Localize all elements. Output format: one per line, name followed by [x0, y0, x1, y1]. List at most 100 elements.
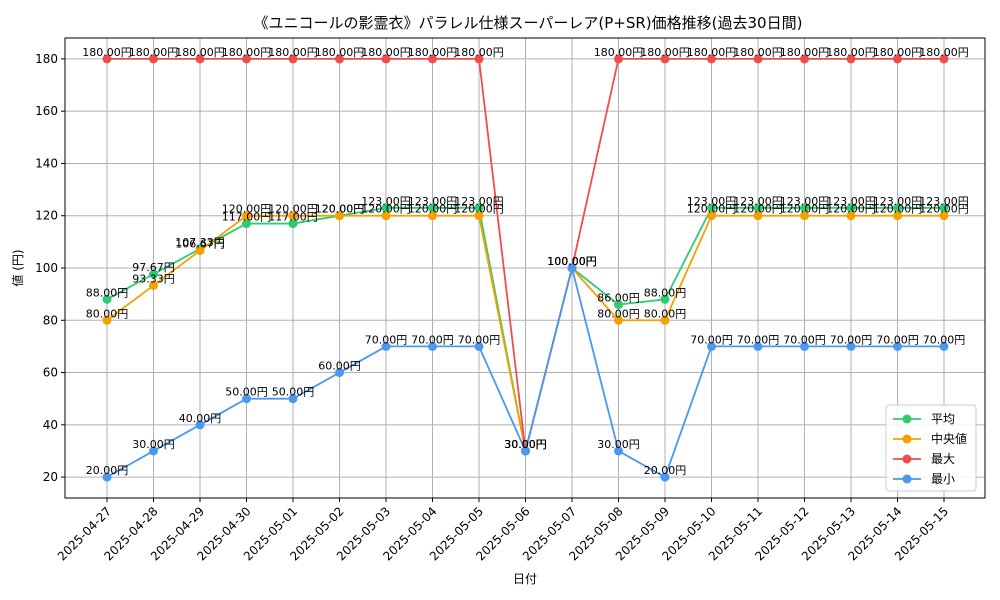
data-label: 180.00円 — [268, 46, 318, 59]
chart-title: 《ユニコールの影霊衣》パラレル仕様スーパーレア(P+SR)価格推移(過去30日間… — [254, 14, 803, 32]
legend-label: 中央値 — [931, 431, 967, 446]
data-label: 30.00円 — [504, 438, 547, 451]
data-point — [893, 203, 902, 213]
data-label: 20.00円 — [86, 464, 129, 477]
data-label: 40.00円 — [179, 412, 222, 425]
data-point — [149, 54, 158, 64]
data-point — [102, 294, 112, 304]
data-label: 70.00円 — [876, 333, 919, 346]
y-tick-label: 160 — [35, 104, 58, 118]
data-point — [242, 211, 251, 221]
data-point — [521, 446, 530, 456]
data-point — [753, 54, 763, 64]
y-tick-label: 40 — [43, 418, 58, 432]
data-label: 123.00円 — [454, 195, 504, 208]
y-tick-label: 60 — [43, 366, 58, 380]
data-label: 123.00円 — [919, 195, 969, 208]
data-point — [381, 203, 391, 213]
data-point — [149, 269, 158, 279]
data-point — [893, 54, 902, 64]
data-label: 50.00円 — [225, 386, 268, 399]
data-point — [939, 211, 949, 221]
data-point — [753, 203, 763, 213]
data-label: 80.00円 — [644, 307, 687, 320]
data-label: 120.00円 — [826, 203, 876, 216]
data-point — [474, 211, 484, 221]
data-label: 120.00円 — [454, 203, 504, 216]
data-label: 120.00円 — [873, 203, 923, 216]
data-point — [242, 394, 251, 404]
data-label: 180.00円 — [780, 46, 830, 59]
x-axis: 2025-04-272025-04-282025-04-292025-04-30… — [55, 498, 951, 563]
data-point — [660, 294, 670, 304]
data-label: 180.00円 — [919, 46, 969, 59]
data-label: 30.00円 — [504, 438, 547, 451]
data-label: 97.67円 — [132, 261, 175, 274]
data-label: 88.00円 — [644, 286, 687, 299]
data-point — [707, 54, 716, 64]
data-point — [195, 246, 205, 256]
data-point — [800, 341, 809, 351]
data-point — [149, 280, 158, 290]
x-axis-label: 日付 — [513, 572, 537, 586]
legend-item-最小: 最小 — [893, 472, 955, 486]
data-point — [939, 203, 949, 213]
data-label: 70.00円 — [690, 333, 733, 346]
data-label: 120.00円 — [268, 203, 318, 216]
data-point — [800, 211, 809, 221]
data-label: 70.00円 — [830, 333, 873, 346]
data-label: 88.00円 — [86, 286, 129, 299]
legend-marker — [902, 434, 912, 444]
data-label: 70.00円 — [923, 333, 966, 346]
data-label: 180.00円 — [222, 46, 272, 59]
data-point — [474, 54, 484, 64]
data-label: 123.00円 — [687, 195, 737, 208]
data-label: 123.00円 — [826, 195, 876, 208]
series-平均 — [102, 203, 949, 456]
data-point — [474, 203, 484, 213]
data-point — [195, 54, 205, 64]
data-label: 180.00円 — [733, 46, 783, 59]
data-label: 123.00円 — [873, 195, 923, 208]
legend-item-中央値: 中央値 — [893, 431, 967, 446]
data-point — [614, 54, 623, 64]
data-point — [800, 54, 809, 64]
data-point — [753, 211, 763, 221]
data-label: 86.00円 — [597, 292, 640, 305]
data-label: 20.00円 — [644, 464, 687, 477]
data-label: 70.00円 — [737, 333, 780, 346]
data-point — [846, 211, 856, 221]
data-label: 70.00円 — [411, 333, 454, 346]
data-point — [288, 211, 298, 221]
data-label: 93.33円 — [132, 272, 175, 285]
data-point — [939, 341, 949, 351]
data-label: 180.00円 — [361, 46, 411, 59]
data-label: 117.00円 — [268, 211, 318, 224]
data-label: 120.00円 — [687, 203, 737, 216]
data-label: 30.00円 — [597, 438, 640, 451]
data-label: 180.00円 — [873, 46, 923, 59]
data-point — [288, 219, 298, 229]
data-point — [428, 341, 437, 351]
data-point — [474, 341, 484, 351]
data-point — [846, 54, 856, 64]
data-labels: 88.00円97.67円107.33円117.00円117.00円120.00円… — [82, 46, 969, 477]
data-point — [102, 315, 112, 325]
data-point — [102, 54, 112, 64]
data-point — [893, 211, 902, 221]
data-label: 70.00円 — [458, 333, 501, 346]
data-point — [660, 315, 670, 325]
data-point — [660, 472, 670, 482]
y-tick-label: 20 — [43, 470, 58, 484]
legend-marker — [902, 474, 912, 484]
data-point — [753, 341, 763, 351]
data-label: 100.00円 — [547, 255, 597, 268]
data-point — [381, 341, 391, 351]
data-label: 30.00円 — [504, 438, 547, 451]
data-label: 30.00円 — [504, 438, 547, 451]
legend-marker — [902, 454, 912, 464]
data-point — [660, 54, 670, 64]
data-point — [707, 203, 716, 213]
